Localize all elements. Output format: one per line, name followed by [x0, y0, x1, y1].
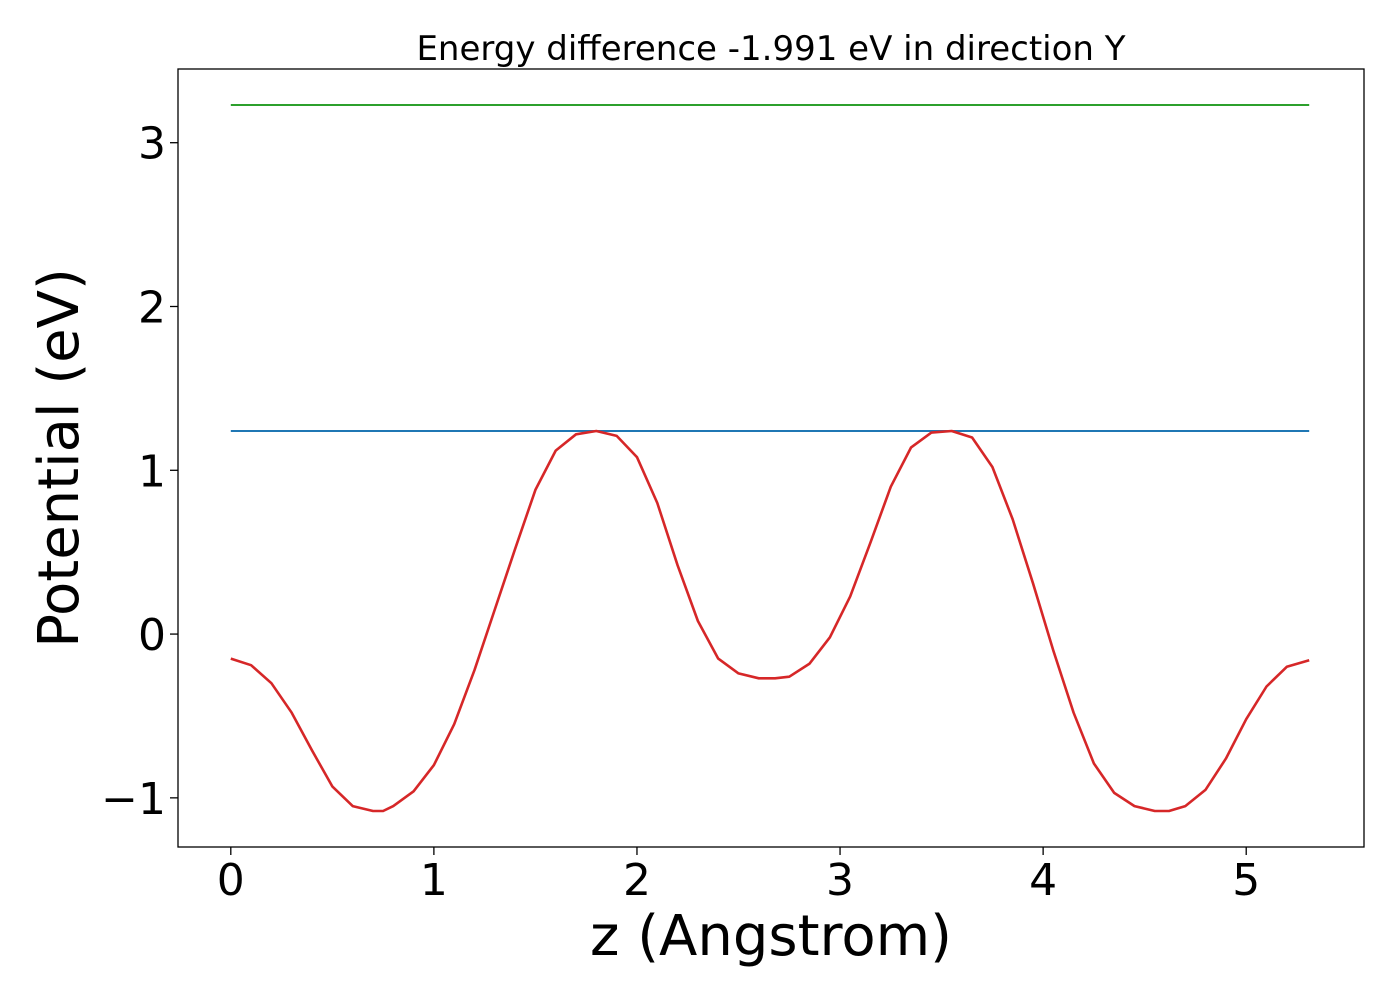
y-axis-label: Potential (eV) [27, 268, 92, 648]
y-tick-label: 0 [138, 610, 166, 661]
chart-title: Energy difference -1.991 eV in direction… [416, 29, 1125, 69]
plot-lines [230, 104, 1310, 813]
x-tick-label: 0 [217, 855, 245, 906]
y-tick-label: −1 [101, 774, 166, 825]
x-axis-ticks: 0 1 2 3 4 5 [217, 847, 1260, 906]
plot-frame [177, 68, 1365, 848]
y-tick-label: 3 [138, 119, 166, 170]
y-axis-ticks: −1 0 1 2 3 [101, 119, 178, 825]
x-axis-label: z (Angstrom) [590, 904, 952, 969]
x-tick-label: 1 [420, 855, 448, 906]
series-line-2 [230, 429, 1310, 813]
y-tick-label: 2 [138, 282, 166, 333]
x-tick-label: 4 [1029, 855, 1057, 906]
y-tick-label: 1 [138, 446, 166, 497]
x-tick-label: 3 [826, 855, 854, 906]
x-tick-label: 2 [623, 855, 651, 906]
x-tick-label: 5 [1232, 855, 1260, 906]
